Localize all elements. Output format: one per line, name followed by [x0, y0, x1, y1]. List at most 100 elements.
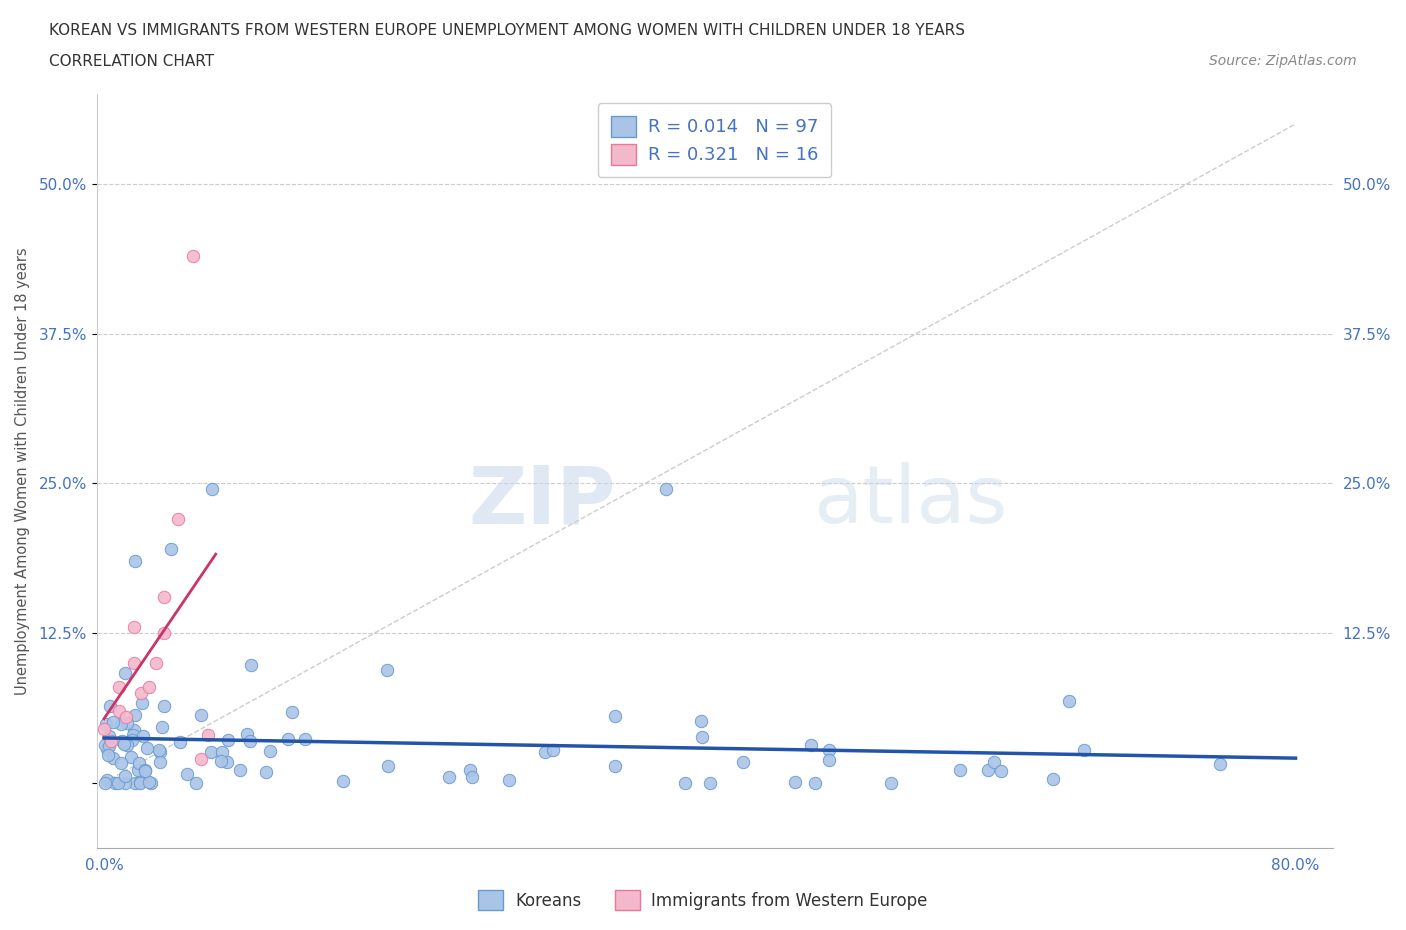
Point	[201, 482, 224, 497]
Point	[107, 775, 129, 790]
Point	[800, 738, 823, 753]
Text: ZIP: ZIP	[468, 462, 616, 540]
Point	[949, 763, 972, 777]
Point	[200, 745, 222, 760]
Point	[124, 708, 146, 723]
Point	[111, 733, 134, 748]
Point	[122, 619, 145, 634]
Point	[690, 729, 713, 744]
Point	[983, 755, 1005, 770]
Text: atlas: atlas	[814, 462, 1008, 540]
Point	[277, 732, 299, 747]
Point	[818, 752, 841, 767]
Point	[785, 775, 807, 790]
Point	[149, 755, 172, 770]
Point	[152, 698, 174, 713]
Text: CORRELATION CHART: CORRELATION CHART	[49, 54, 214, 69]
Point	[437, 770, 460, 785]
Point	[603, 709, 626, 724]
Point	[152, 590, 174, 604]
Point	[115, 715, 138, 730]
Point	[236, 726, 259, 741]
Point	[990, 764, 1012, 778]
Point	[129, 685, 152, 700]
Text: Source: ZipAtlas.com: Source: ZipAtlas.com	[1209, 54, 1357, 68]
Point	[112, 737, 135, 751]
Point	[217, 733, 239, 748]
Point	[115, 737, 138, 752]
Point	[128, 775, 150, 790]
Point	[804, 775, 827, 790]
Point	[190, 708, 212, 723]
Point	[238, 734, 260, 749]
Point	[122, 723, 145, 737]
Point	[131, 728, 153, 743]
Point	[108, 703, 131, 718]
Point	[183, 248, 205, 263]
Point	[184, 775, 207, 790]
Point	[377, 758, 399, 773]
Point	[217, 754, 239, 769]
Legend: R = 0.014   N = 97, R = 0.321   N = 16: R = 0.014 N = 97, R = 0.321 N = 16	[598, 103, 831, 178]
Point	[128, 775, 150, 790]
Point	[149, 745, 172, 760]
Point	[1057, 694, 1080, 709]
Point	[280, 704, 302, 719]
Point	[675, 775, 697, 790]
Point	[294, 731, 316, 746]
Point	[101, 751, 124, 765]
Point	[93, 775, 115, 790]
Point	[1209, 757, 1232, 772]
Point	[135, 740, 157, 755]
Point	[159, 541, 181, 556]
Point	[145, 656, 167, 671]
Point	[128, 755, 150, 770]
Point	[138, 775, 160, 790]
Point	[1073, 743, 1095, 758]
Point	[209, 754, 232, 769]
Point	[655, 482, 678, 497]
Legend: Koreans, Immigrants from Western Europe: Koreans, Immigrants from Western Europe	[471, 884, 935, 917]
Point	[93, 722, 115, 737]
Point	[124, 553, 146, 568]
Point	[541, 743, 564, 758]
Y-axis label: Unemployment Among Women with Children Under 18 years: Unemployment Among Women with Children U…	[15, 247, 30, 695]
Point	[699, 775, 721, 790]
Point	[96, 716, 118, 731]
Point	[115, 710, 138, 724]
Point	[114, 666, 136, 681]
Point	[122, 727, 145, 742]
Point	[190, 751, 212, 766]
Point	[122, 656, 145, 671]
Point	[114, 736, 136, 751]
Point	[97, 738, 120, 753]
Point	[239, 658, 262, 672]
Point	[1042, 771, 1064, 786]
Point	[167, 512, 190, 526]
Point	[977, 763, 1000, 777]
Point	[134, 764, 156, 778]
Point	[534, 744, 557, 759]
Point	[176, 766, 198, 781]
Point	[98, 729, 121, 744]
Point	[97, 748, 120, 763]
Point	[259, 744, 281, 759]
Point	[127, 763, 149, 777]
Point	[104, 775, 127, 790]
Point	[603, 759, 626, 774]
Point	[121, 750, 143, 764]
Point	[114, 775, 136, 790]
Point	[108, 679, 131, 694]
Point	[229, 763, 252, 777]
Point	[101, 715, 124, 730]
Point	[879, 775, 901, 790]
Point	[100, 733, 122, 748]
Point	[197, 727, 219, 742]
Point	[461, 769, 484, 784]
Point	[731, 754, 754, 769]
Point	[152, 626, 174, 641]
Point	[96, 741, 118, 756]
Point	[134, 763, 156, 777]
Point	[96, 773, 118, 788]
Point	[110, 716, 132, 731]
